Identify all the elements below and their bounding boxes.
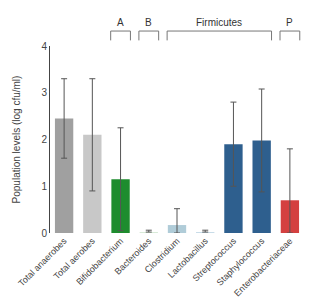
svg-text:Lactobacillus: Lactobacillus [166, 236, 210, 280]
svg-text:Firmicutes: Firmicutes [196, 17, 242, 28]
svg-text:Total anaerobes: Total anaerobes [16, 236, 69, 289]
svg-text:Streptococcus: Streptococcus [191, 236, 239, 284]
svg-text:B: B [145, 17, 152, 28]
svg-text:Population levels (log cfu/ml): Population levels (log cfu/ml) [11, 76, 22, 204]
svg-text:0: 0 [41, 228, 47, 239]
svg-text:3: 3 [41, 87, 47, 98]
svg-text:P: P [286, 17, 293, 28]
svg-text:Clostridium: Clostridium [143, 236, 182, 275]
svg-text:1: 1 [41, 181, 47, 192]
svg-text:Enterobacteriaceae: Enterobacteriaceae [232, 236, 294, 298]
svg-text:A: A [117, 17, 124, 28]
svg-text:2: 2 [41, 134, 47, 145]
svg-text:4: 4 [41, 41, 47, 52]
svg-text:Bacteroides: Bacteroides [113, 236, 154, 277]
svg-text:Bifidobacterium: Bifidobacterium [74, 236, 125, 287]
svg-text:Total aerobes: Total aerobes [52, 236, 98, 282]
svg-text:Staphylococcus: Staphylococcus [215, 236, 267, 288]
